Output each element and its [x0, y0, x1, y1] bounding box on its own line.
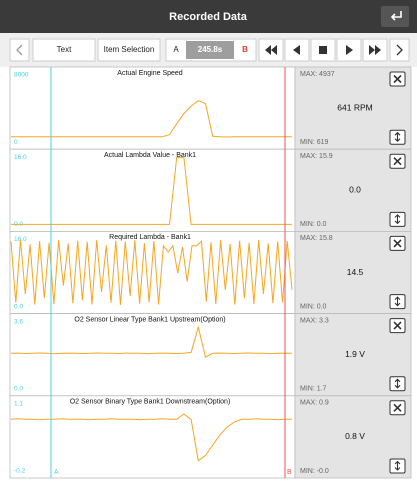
current-value: 641 RPM: [337, 102, 372, 112]
trace-line: [10, 325, 293, 358]
y-tick-label: 0.0: [14, 386, 23, 393]
trace-title: Actual Engine Speed: [117, 70, 182, 77]
y-tick-label: 16.0: [14, 154, 27, 161]
time-label: 245.8s: [198, 45, 223, 54]
close-icon: [393, 403, 402, 412]
fast-forward-icon: [369, 45, 381, 55]
panels: 0 8000 Actual Engine Speed MAX: 4937 641 RPM…: [9, 66, 412, 479]
marker-b-label[interactable]: B: [242, 45, 248, 54]
trace-line: [11, 157, 292, 225]
scale-icon: [394, 131, 401, 142]
trace-title: Required Lambda - Bank1: [109, 234, 191, 241]
current-value: 0.0: [349, 185, 361, 195]
y-tick-label: 16.0: [14, 236, 27, 243]
scale-icon: [394, 296, 401, 307]
close-icon: [393, 321, 402, 330]
back-icon: [390, 11, 402, 21]
scale-icon: [394, 378, 401, 389]
text-button-label: Text: [57, 45, 72, 54]
text-button[interactable]: [32, 38, 96, 62]
trace-line: [10, 413, 292, 462]
plot-area: [9, 148, 296, 232]
close-icon: [393, 74, 402, 84]
trace-title: O2 Sensor Linear Type Bank1 Upstream(Opt…: [74, 316, 225, 323]
time-box: [186, 41, 234, 59]
max-label: MAX: 15.8: [300, 235, 333, 242]
stop-icon: [319, 46, 327, 54]
trace-title: Actual Lambda Value - Bank1: [104, 152, 196, 159]
max-label: MAX: 0.9: [300, 400, 329, 407]
item-selection-button[interactable]: [97, 38, 161, 62]
y-tick-label: 1.1: [14, 401, 23, 408]
scale-icon: [394, 460, 401, 471]
y-tick-label: 0.0: [14, 303, 23, 310]
plot-area: [9, 66, 296, 150]
trace-line: [11, 100, 292, 138]
prev-page-button[interactable]: [9, 38, 30, 62]
current-value: 1.9 V: [345, 349, 365, 359]
y-tick-label: 3.6: [14, 318, 23, 325]
item-selection-label: Item Selection: [104, 45, 155, 54]
y-tick-label: -0.2: [14, 468, 26, 475]
current-value: 0.8 V: [345, 431, 365, 441]
close-icon: [393, 239, 402, 248]
scale-icon: [394, 214, 401, 225]
min-label: MIN: 1.7: [300, 386, 327, 393]
next-page-button[interactable]: [389, 38, 410, 62]
marker-b-caption: B: [287, 469, 292, 476]
header-title: Recorded Data: [169, 11, 248, 23]
prev-icon: [16, 44, 23, 56]
trace-title: O2 Sensor Binary Type Bank1 Downstream(O…: [70, 399, 231, 406]
plot-area: [9, 395, 296, 479]
plot-area: [9, 313, 296, 397]
close-icon: [393, 157, 402, 166]
trace-line: [10, 240, 293, 305]
marker-a-caption: A: [54, 469, 59, 476]
playback-icons: [265, 45, 381, 55]
max-label: MAX: 4937: [300, 71, 335, 78]
max-label: MAX: 3.3: [300, 317, 329, 324]
current-value: 14.5: [347, 267, 364, 277]
step-back-icon: [293, 45, 300, 55]
header-bar: [0, 0, 417, 33]
next-icon: [396, 44, 403, 56]
min-label: MIN: -0.0: [300, 468, 329, 475]
y-tick-label: 0: [14, 139, 18, 146]
plot-area: [9, 230, 296, 314]
max-label: MAX: 15.9: [300, 153, 333, 160]
playback-buttons: [258, 38, 410, 62]
min-label: MIN: 0.0: [300, 221, 327, 228]
min-label: MIN: 619: [300, 139, 329, 146]
rewind-icon: [265, 45, 277, 55]
play-icon: [346, 45, 353, 55]
y-tick-label: 8000: [14, 72, 29, 79]
marker-a-label[interactable]: A: [173, 45, 179, 54]
min-label: MIN: 0.0: [300, 303, 327, 310]
